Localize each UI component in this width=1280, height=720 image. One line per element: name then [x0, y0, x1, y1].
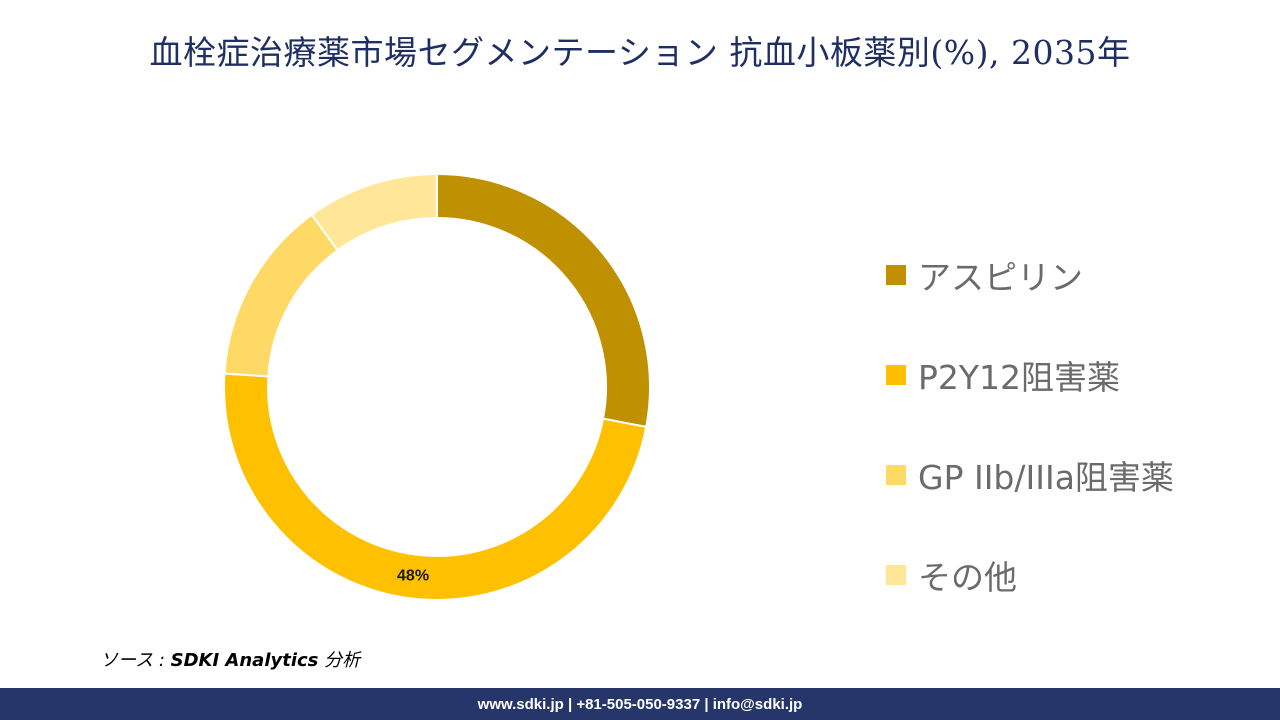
chart-title: 血栓症治療薬市場セグメンテーション 抗血小板薬別(%), 2035年 [149, 33, 1131, 72]
legend-swatch-gp-iib-iiia [886, 465, 906, 485]
donut-label-p2y12: 48% [397, 568, 429, 585]
donut-slice-aspirin [436, 172, 651, 429]
footer-contact: www.sdki.jp | +81-505-050-9337 | info@sd… [477, 695, 803, 713]
donut-slice-gp-iib-iiia [223, 213, 340, 378]
legend-label-p2y12: P2Y12阻害薬 [918, 358, 1121, 397]
legend-swatch-aspirin [886, 265, 906, 285]
source-suffix: 分析 [318, 650, 361, 671]
footer-bar: www.sdki.jp | +81-505-050-9337 | info@sd… [0, 688, 1280, 720]
donut-chart: 48% [223, 172, 651, 601]
legend-item-gp-iib-iiia: GP IIb/IIIa阻害薬 [886, 450, 1174, 500]
legend-item-other: その他 [886, 550, 1017, 600]
source-name: SDKI Analytics [170, 650, 319, 671]
legend-item-p2y12: P2Y12阻害薬 [886, 350, 1120, 400]
donut-slices [223, 172, 651, 601]
donut-data-labels: 48% [397, 568, 429, 585]
donut-slice-other [310, 172, 438, 252]
legend-swatch-p2y12 [886, 365, 906, 385]
donut-slice-p2y12 [223, 372, 648, 601]
legend-item-aspirin: アスピリン [886, 250, 1083, 300]
legend-label-other: その他 [918, 558, 1017, 597]
source-prefix: ソース : [100, 650, 171, 671]
legend-label-aspirin: アスピリン [918, 258, 1083, 297]
legend-swatch-other [886, 565, 906, 585]
legend-label-gp-iib-iiia: GP IIb/IIIa阻害薬 [918, 458, 1174, 497]
source-note: ソース : SDKI Analytics 分析 [100, 646, 360, 672]
